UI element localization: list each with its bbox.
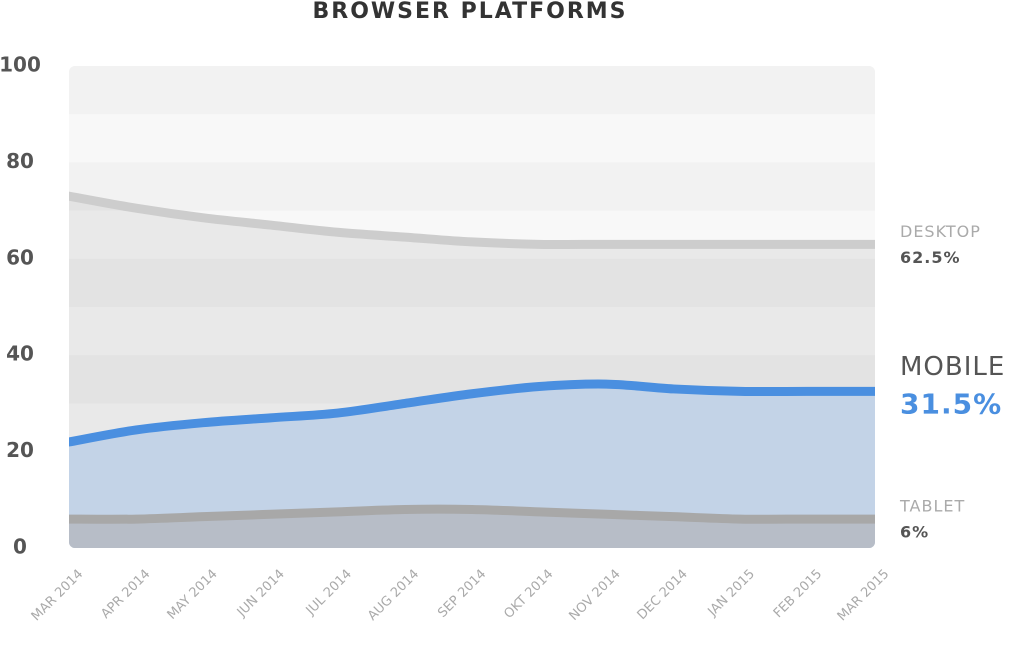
chart-title: BROWSER PLATFORMS <box>312 0 627 24</box>
x-tick-label: JUN 2014 <box>234 567 288 621</box>
end-value-label: 31.5% <box>900 387 1002 420</box>
legend-label: MOBILE <box>900 352 1005 382</box>
series-line <box>69 504 875 524</box>
x-tick-label: MAR 2014 <box>29 567 87 625</box>
x-tick-label: MAR 2015 <box>835 567 893 625</box>
grid-band <box>69 66 875 115</box>
y-tick-label: 60 <box>6 245 34 269</box>
x-tick-label: DEC 2014 <box>635 567 691 623</box>
series-line <box>69 191 875 250</box>
x-tick-label: JAN 2015 <box>705 567 758 620</box>
plot <box>69 66 875 548</box>
x-tick-label: APR 2014 <box>98 567 153 622</box>
x-tick-label: AUG 2014 <box>365 567 422 624</box>
end-value-label: 6% <box>900 523 929 542</box>
legend-label: DESKTOP <box>900 222 981 241</box>
y-tick-label: 40 <box>6 342 34 366</box>
x-tick-label: SEP 2014 <box>435 567 489 621</box>
series-line <box>69 379 875 447</box>
x-tick-label: NOV 2014 <box>566 567 623 624</box>
y-tick-label: 20 <box>6 438 34 462</box>
x-tick-label: OKT 2014 <box>501 567 556 622</box>
y-tick-label: 0 <box>13 535 27 559</box>
y-tick-label: 80 <box>6 149 34 173</box>
x-tick-label: MAY 2014 <box>165 567 221 623</box>
legend-label: TABLET <box>899 497 965 516</box>
end-value-label: 62.5% <box>900 248 961 267</box>
area <box>69 384 875 548</box>
y-tick-label: 100 <box>0 53 41 77</box>
grid-band <box>69 162 875 211</box>
x-tick-label: JUL 2014 <box>303 567 355 619</box>
x-tick-label: FEB 2015 <box>771 567 825 621</box>
grid-band <box>69 258 875 307</box>
